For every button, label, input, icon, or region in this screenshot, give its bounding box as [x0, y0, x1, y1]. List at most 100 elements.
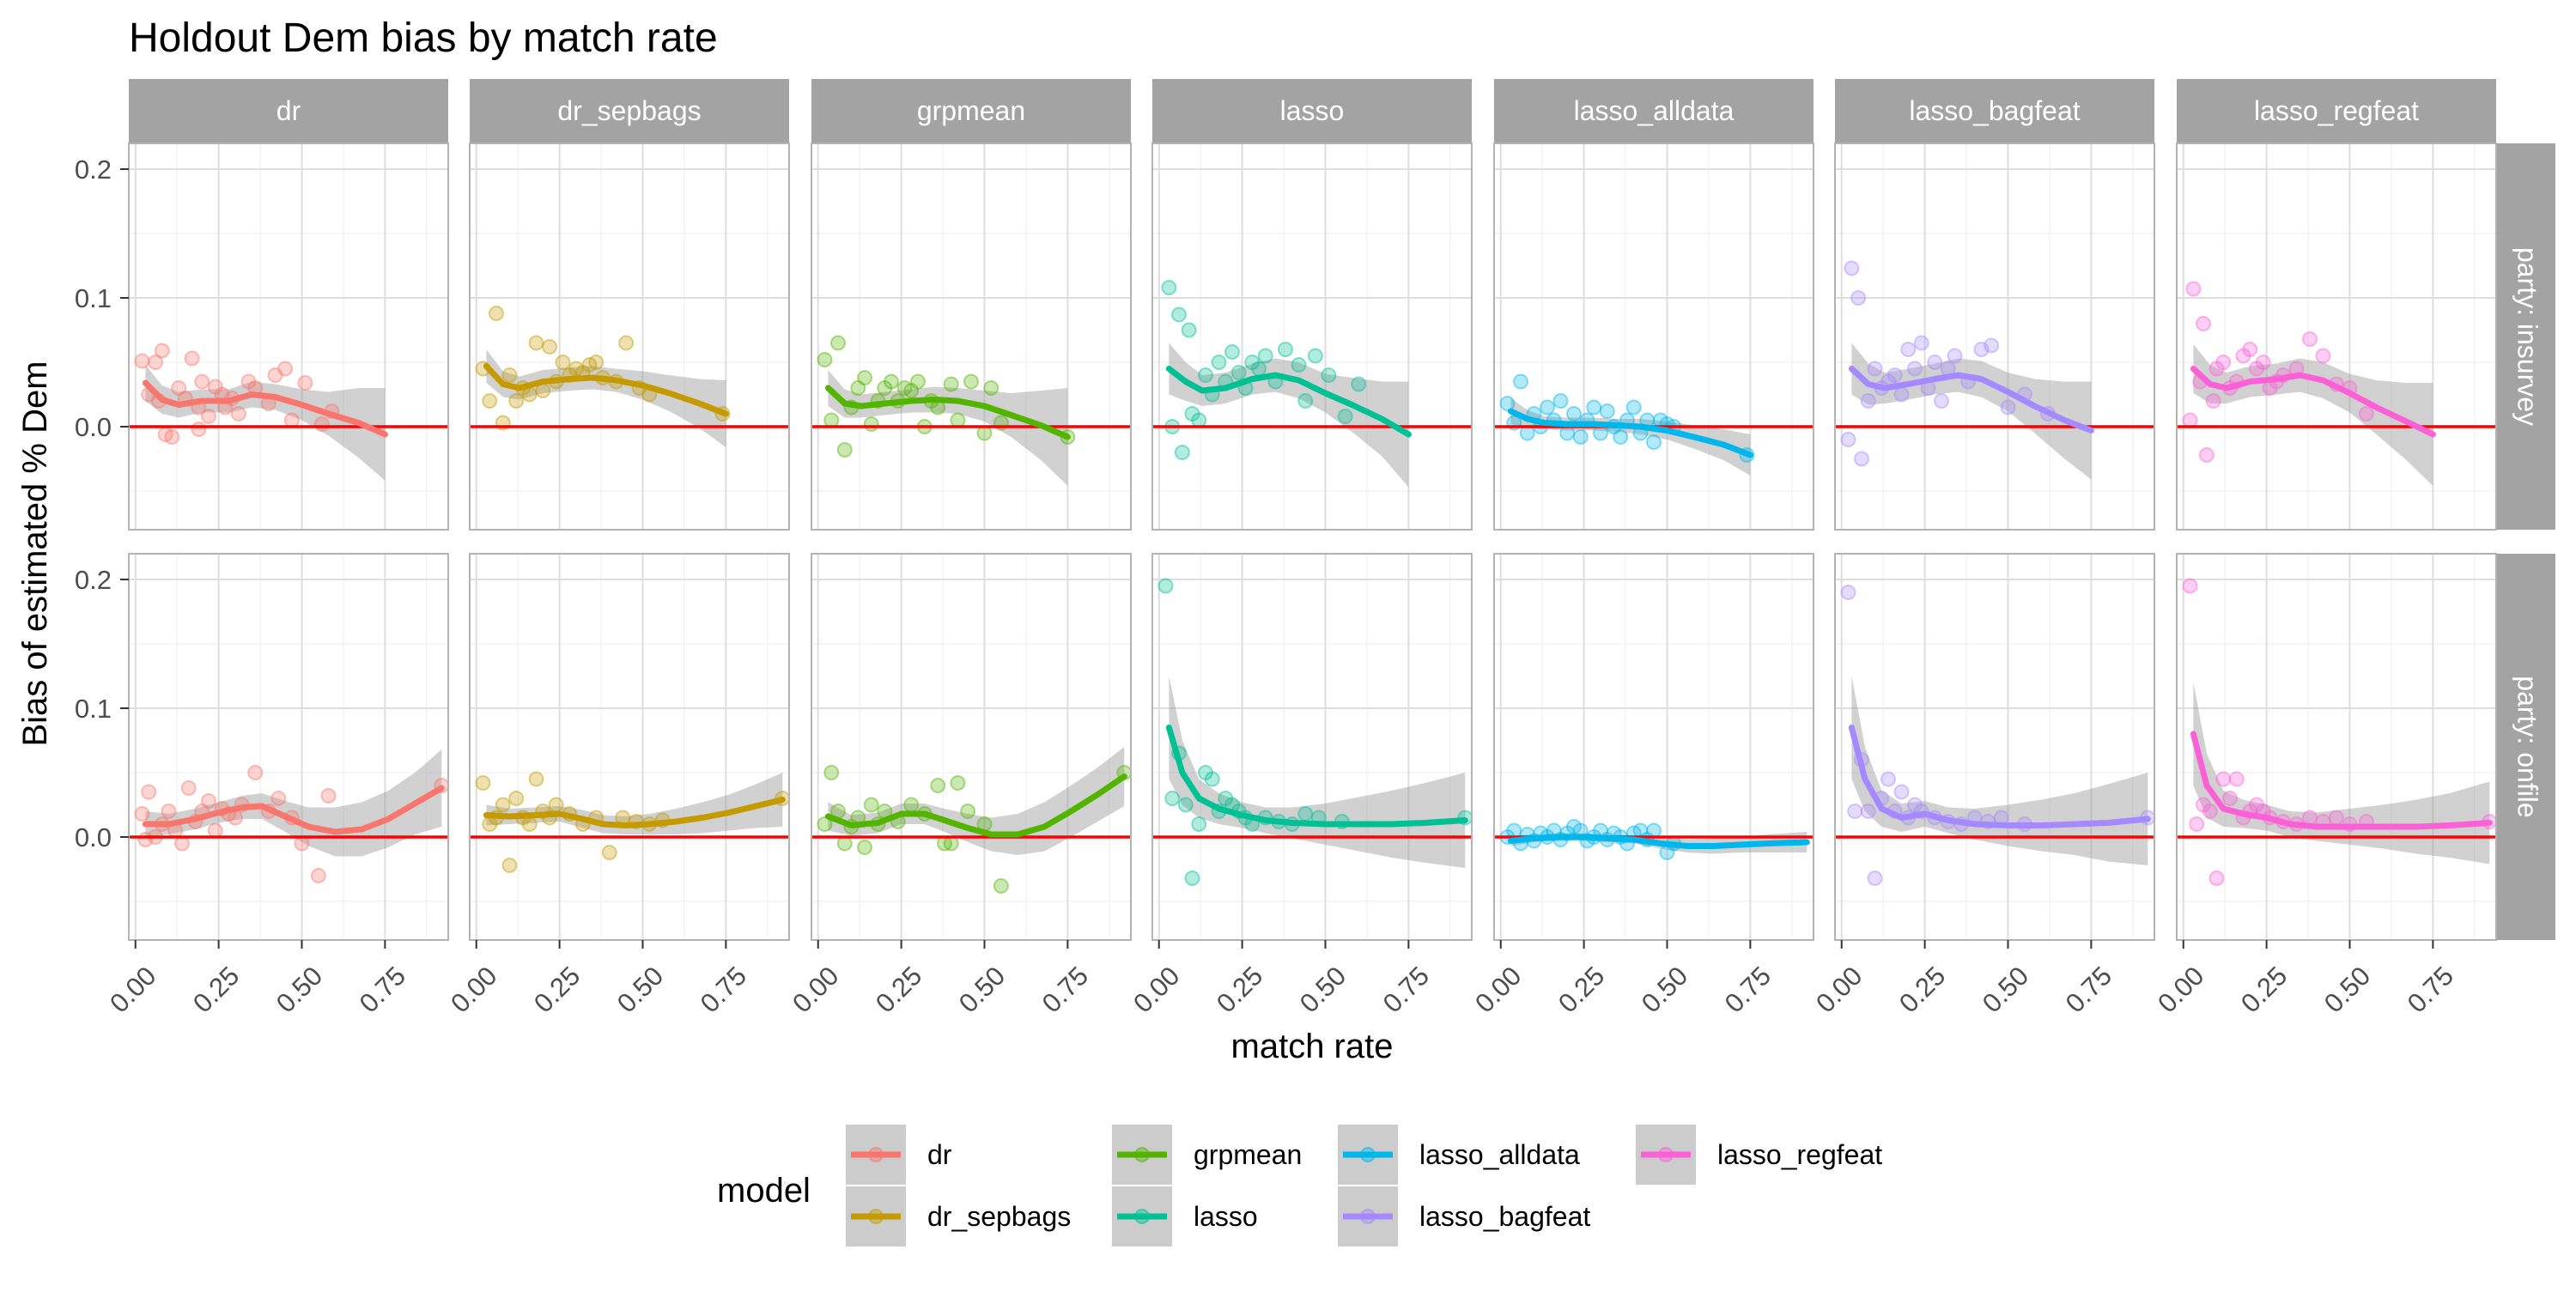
legend-item-lasso_bagfeat: lasso_bagfeat — [1338, 1186, 1590, 1247]
data-point — [2208, 361, 2225, 377]
data-point — [2185, 281, 2202, 297]
legend-label: lasso_regfeat — [1717, 1139, 1882, 1170]
data-point — [1625, 399, 1642, 416]
data-point — [1646, 434, 1662, 450]
x-tick-label: 0.75 — [2402, 961, 2459, 1018]
data-point — [830, 335, 846, 351]
series-lasso_bagfeat-row1 — [1835, 585, 2156, 886]
data-point — [2198, 447, 2215, 463]
legend-item-lasso_alldata: lasso_alldata — [1338, 1125, 1580, 1185]
confidence-band — [1851, 343, 2092, 480]
data-point — [1850, 290, 1867, 306]
x-tick-label: 0.25 — [1893, 961, 1951, 1018]
panel-border — [1834, 553, 2155, 941]
legend-label: dr_sepbags — [927, 1201, 1071, 1232]
data-point — [960, 804, 976, 819]
data-point — [171, 380, 187, 396]
legend-key-point — [1360, 1147, 1376, 1162]
panel-border — [811, 143, 1132, 531]
data-point — [943, 835, 959, 852]
panel-lasso_alldata-row0 — [1494, 143, 1814, 530]
facet-label-dr_sepbags: dr_sepbags — [557, 95, 701, 126]
data-point — [310, 868, 326, 883]
facet-strip-lasso_alldata — [1494, 79, 1814, 143]
series-lasso_regfeat-row1 — [2177, 578, 2498, 886]
data-point — [1893, 784, 1910, 800]
data-point — [581, 357, 598, 373]
data-point — [521, 816, 538, 832]
series-grpmean-row0 — [811, 335, 1131, 486]
series-lasso-row0 — [1152, 280, 1472, 488]
confidence-band — [1510, 398, 1751, 476]
data-point — [1278, 342, 1293, 357]
smooth-line — [1507, 834, 1810, 849]
panel-lasso_bagfeat-row0 — [1835, 143, 2154, 530]
data-point — [836, 442, 853, 458]
data-point — [247, 765, 264, 780]
data-point — [180, 780, 197, 796]
data-point — [1161, 280, 1177, 295]
panel-dr_sepbags-row1 — [470, 554, 789, 940]
data-point — [1840, 585, 1856, 600]
data-point — [1867, 870, 1883, 886]
data-point — [1506, 822, 1522, 839]
data-point — [1613, 429, 1629, 445]
confidence-band — [1851, 676, 2148, 865]
data-point — [542, 339, 557, 355]
series-lasso_regfeat-row0 — [2177, 281, 2496, 486]
smooth-line — [142, 785, 445, 835]
data-point — [1224, 344, 1240, 360]
panel-border — [1834, 143, 2155, 531]
data-point — [201, 793, 216, 809]
confidence-band — [1169, 343, 1409, 488]
data-point — [1646, 822, 1662, 839]
x-tick-label: 0.75 — [1719, 961, 1777, 1018]
data-point — [836, 835, 853, 852]
data-point — [1307, 348, 1323, 364]
facet-label-lasso_alldata: lasso_alldata — [1574, 95, 1735, 126]
data-point — [134, 806, 150, 822]
data-point — [482, 393, 498, 409]
x-tick-label: 0.00 — [1469, 961, 1527, 1018]
data-point — [1337, 409, 1353, 424]
data-point — [850, 380, 866, 396]
legend-key-point — [868, 1147, 884, 1162]
panel-background — [1152, 554, 1472, 940]
panel-background — [1835, 143, 2154, 530]
data-point — [601, 845, 617, 860]
data-point — [976, 425, 993, 441]
panel-background — [470, 554, 789, 940]
data-point — [930, 778, 946, 793]
legend-label: lasso — [1194, 1201, 1258, 1232]
panel-border — [128, 553, 449, 941]
data-point — [950, 775, 966, 791]
data-point — [863, 797, 879, 813]
panel-border — [811, 553, 1132, 941]
data-point — [501, 858, 518, 873]
data-point — [1204, 771, 1220, 787]
chart-title: Holdout Dem bias by match rate — [129, 15, 718, 61]
row-label-0: party: insurvey — [2512, 247, 2543, 426]
data-point — [896, 380, 913, 396]
smooth-line — [1848, 725, 2151, 828]
data-point — [1251, 361, 1267, 377]
x-tick-label: 0.00 — [1810, 961, 1868, 1018]
data-point — [161, 804, 177, 819]
x-tick-label: 0.50 — [953, 961, 1011, 1018]
data-point — [823, 412, 840, 428]
x-tick-label: 0.50 — [270, 961, 328, 1018]
data-point — [1321, 367, 1337, 383]
data-point — [283, 412, 300, 428]
smooth-line — [1848, 366, 2094, 434]
data-point — [1900, 342, 1917, 357]
legend-key-point — [868, 1209, 884, 1224]
series-grpmean-row1 — [811, 747, 1133, 894]
data-point — [2196, 797, 2211, 813]
data-point — [1198, 765, 1213, 780]
confidence-band — [145, 365, 386, 481]
data-point — [320, 788, 337, 804]
panel-lasso_alldata-row1 — [1494, 554, 1814, 940]
legend: model dr dr_sepbags grpmean lasso lasso_allda… — [717, 1125, 1882, 1247]
data-point — [2302, 331, 2318, 347]
